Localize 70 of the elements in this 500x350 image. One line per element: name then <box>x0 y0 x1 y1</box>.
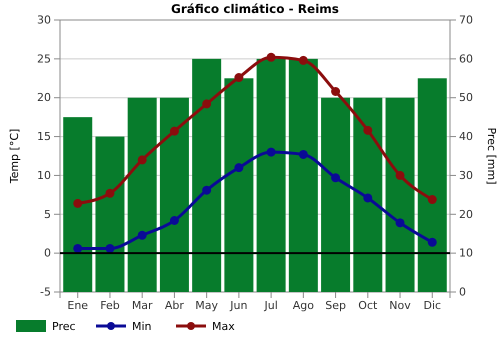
point <box>428 195 437 204</box>
x-tick-label: Ene <box>67 298 88 312</box>
x-tick-label: Sep <box>325 298 346 312</box>
x-tick-label: Abr <box>164 298 184 312</box>
y2-tick-label: 0 <box>459 286 466 299</box>
bar <box>386 98 415 292</box>
point <box>170 126 179 136</box>
point <box>331 173 340 182</box>
bar <box>128 98 157 292</box>
point <box>298 150 308 159</box>
y-tick-label: 25 <box>37 52 51 66</box>
point <box>105 244 114 253</box>
bar <box>192 58 222 292</box>
point <box>266 148 276 157</box>
point <box>331 86 340 96</box>
bar <box>256 58 286 292</box>
bar <box>95 136 124 292</box>
point <box>138 155 147 164</box>
y-tick-label: 10 <box>37 168 51 182</box>
point <box>105 188 114 198</box>
x-tick-label: Dic <box>423 298 442 312</box>
y2-tick-label: 50 <box>459 91 473 104</box>
point <box>202 99 212 108</box>
bar <box>321 98 350 292</box>
x-tick-label: Feb <box>100 298 120 312</box>
x-tick-label: Ago <box>292 298 314 312</box>
y2-tick-label: 40 <box>459 130 473 144</box>
y-tick-label: 20 <box>37 91 51 104</box>
point <box>428 238 437 247</box>
y2-tick-label: 10 <box>459 246 473 260</box>
bar <box>63 117 92 292</box>
y-tick-label: 0 <box>44 246 51 260</box>
point <box>298 56 308 65</box>
chart-title: Gráfico climático - Reims <box>171 2 339 16</box>
bar <box>288 58 318 292</box>
y-tick-label: 30 <box>37 14 51 27</box>
x-tick-label: Jul <box>263 298 278 312</box>
y2-tick-label: 30 <box>459 168 473 182</box>
y-tick-label: -5 <box>40 286 51 299</box>
y-tick-label: 15 <box>37 130 51 144</box>
point <box>202 186 212 195</box>
y-axis-title: Temp [°C] <box>8 128 21 184</box>
y-tick-label: 5 <box>44 208 51 221</box>
point <box>396 218 405 228</box>
point <box>266 52 276 62</box>
bar <box>160 98 189 292</box>
y2-tick-label: 60 <box>459 52 473 66</box>
point <box>73 244 82 253</box>
point <box>138 230 147 240</box>
y2-tick-label: 20 <box>459 208 473 221</box>
x-tick-label: Nov <box>389 298 412 312</box>
bar <box>353 98 382 292</box>
x-tick-label: Jun <box>229 298 248 312</box>
bar <box>418 78 447 292</box>
point <box>170 216 179 226</box>
point <box>396 170 405 180</box>
point <box>73 198 82 208</box>
legend-label: Min <box>132 320 152 333</box>
y2-tick-label: 70 <box>459 14 473 27</box>
y2-axis-title: Prec [mm] <box>485 127 498 185</box>
point <box>234 163 244 172</box>
x-tick-label: May <box>195 298 219 312</box>
x-tick-label: Oct <box>358 298 378 312</box>
legend-label: Prec <box>52 320 76 333</box>
bar <box>224 78 254 292</box>
point <box>363 193 372 202</box>
legend-label: Max <box>212 320 236 333</box>
point <box>363 126 372 135</box>
x-tick-label: Mar <box>132 298 154 312</box>
point <box>234 73 244 82</box>
